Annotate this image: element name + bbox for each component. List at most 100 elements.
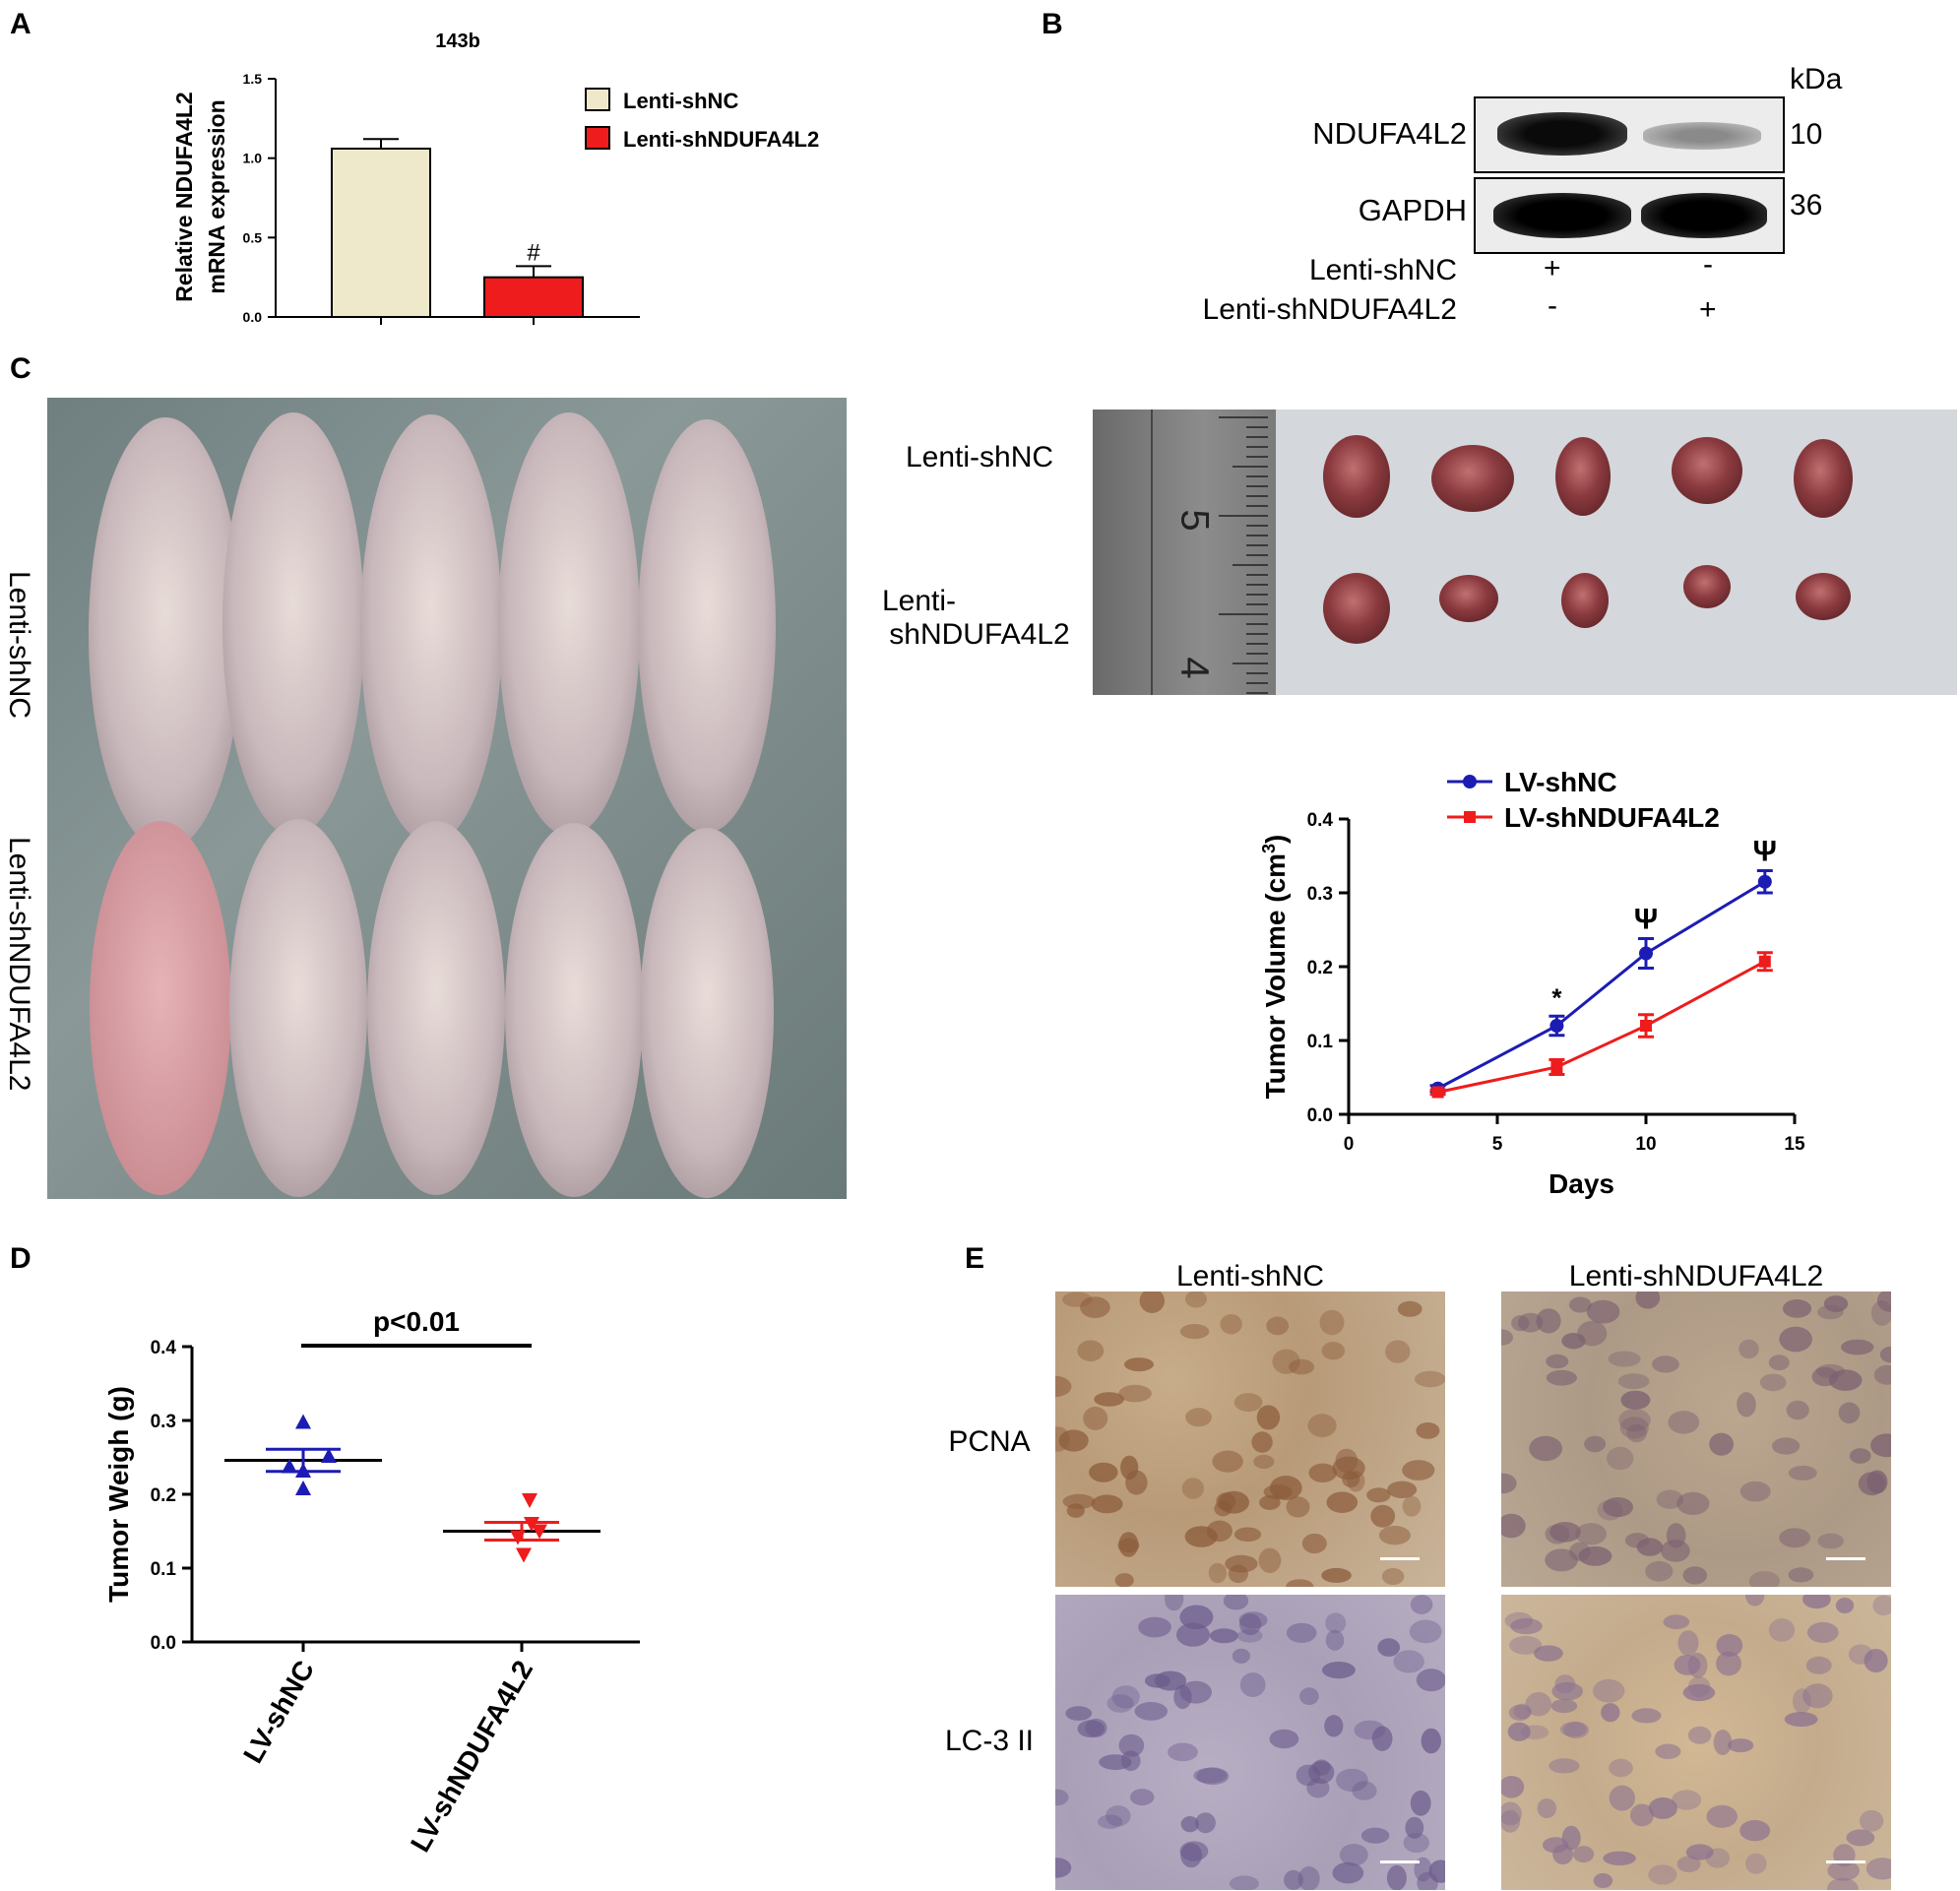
cell-nucleus: [1713, 1730, 1733, 1755]
blot-size-10: 10: [1790, 118, 1823, 151]
x-tick-label: 0: [1344, 1134, 1355, 1155]
blot-band: [1643, 122, 1761, 150]
cell-nucleus: [1534, 1645, 1563, 1662]
mouse-body: [90, 821, 231, 1195]
cell-nucleus: [1335, 1448, 1359, 1474]
tumor-photo: 5 4: [1093, 410, 1957, 695]
cell-nucleus: [1094, 1392, 1124, 1407]
cell-nucleus: [1727, 1738, 1754, 1753]
mice-label-shndufa4l2: Lenti-shNDUFA4L2: [3, 837, 35, 1092]
x-tick-label: 15: [1784, 1134, 1805, 1155]
ihc-cells: [1501, 1292, 1891, 1587]
cell-nucleus: [1603, 1851, 1636, 1865]
cell-nucleus: [1258, 1547, 1282, 1573]
cell-nucleus: [1745, 1853, 1767, 1874]
ruler-mark-5: 5: [1172, 509, 1217, 532]
cell-nucleus: [1410, 1595, 1433, 1614]
blot-row-label-shnc: Lenti-shNC: [1308, 254, 1457, 286]
ihc-col-label-shnc: Lenti-shNC: [1175, 1260, 1325, 1292]
cell-nucleus: [1370, 1504, 1396, 1528]
cell-nucleus: [1097, 1814, 1123, 1829]
cell-nucleus: [1269, 1476, 1302, 1500]
cell-nucleus: [1563, 1721, 1589, 1738]
data-point: [282, 1458, 297, 1474]
cell-nucleus: [1672, 1790, 1702, 1810]
cell-nucleus: [1220, 1314, 1242, 1335]
cell-nucleus: [1272, 1349, 1300, 1374]
cell-nucleus: [1179, 1841, 1209, 1861]
cell-nucleus: [1428, 1859, 1445, 1883]
chart-a-plot-area: 0.0 0.5 1.0 1.5 #: [243, 71, 640, 325]
cell-nucleus: [1575, 1523, 1607, 1545]
cell-nucleus: [1811, 1366, 1839, 1387]
cell-nucleus: [1849, 1448, 1871, 1464]
data-point: [1431, 1086, 1444, 1099]
cell-nucleus: [1603, 1497, 1633, 1517]
cell-nucleus: [1134, 1702, 1169, 1721]
cell-nucleus: [1737, 1392, 1756, 1418]
cell-nucleus: [1739, 1481, 1771, 1502]
cell-nucleus: [1635, 1292, 1661, 1309]
data-point: [1640, 1020, 1652, 1032]
y-tick-label: 0.2: [1307, 958, 1333, 978]
cell-nucleus: [1223, 1595, 1249, 1610]
cell-nucleus: [1716, 1634, 1743, 1657]
panel-a-bar-chart: 143b Relative NDUFA4L2 mRNA expression 0…: [171, 31, 819, 325]
cell-nucleus: [1619, 1417, 1649, 1439]
data-point: [321, 1448, 337, 1463]
cell-nucleus: [1504, 1611, 1534, 1629]
y-tick-label: 0.1: [151, 1559, 177, 1580]
cell-nucleus: [1106, 1805, 1131, 1827]
cell-nucleus: [1768, 1355, 1790, 1371]
chart-a-ylabel-line1: Relative NDUFA4L2: [171, 92, 197, 301]
cell-nucleus: [1617, 1373, 1650, 1390]
cell-nucleus: [1668, 1411, 1700, 1434]
cell-nucleus: [1501, 1776, 1525, 1798]
blot-protein-gapdh: GAPDH: [1358, 193, 1467, 227]
y-tick-label: 0.0: [1307, 1105, 1333, 1126]
cell-nucleus: [1827, 1877, 1859, 1890]
tumor-specimen: [1431, 445, 1514, 512]
cell-nucleus: [1645, 1560, 1674, 1582]
panel-label-b: B: [1042, 8, 1063, 40]
cell-nucleus: [1782, 1299, 1812, 1318]
cell-nucleus: [1209, 1628, 1238, 1644]
cell-nucleus: [1838, 1402, 1861, 1424]
cell-nucleus: [1405, 1816, 1424, 1839]
cell-nucleus: [1648, 1864, 1677, 1885]
cell-nucleus: [1308, 1463, 1337, 1482]
cell-nucleus: [1510, 1617, 1543, 1635]
cell-nucleus: [1559, 1722, 1587, 1737]
tumor-specimen: [1794, 439, 1853, 518]
panel-label-a: A: [10, 8, 32, 40]
cell-nucleus: [1865, 1858, 1891, 1880]
cell-nucleus: [1229, 1875, 1259, 1890]
blot-band: [1493, 193, 1631, 238]
data-point: [532, 1524, 547, 1540]
cell-nucleus: [1608, 1351, 1641, 1367]
cell-nucleus: [1253, 1454, 1275, 1469]
cell-nucleus: [1377, 1638, 1401, 1657]
cell-nucleus: [1618, 1409, 1651, 1432]
cell-nucleus: [1403, 1832, 1429, 1854]
cell-nucleus: [1636, 1538, 1664, 1556]
cell-nucleus: [1387, 1481, 1418, 1498]
cell-nucleus: [1866, 1470, 1888, 1494]
chart-d-plot-area: 0.0 0.1 0.2 0.3 0.4 Tumor Weigh (g) LV-shNC LV-…: [103, 1306, 640, 1858]
panel-label-d: D: [10, 1242, 32, 1275]
cell-nucleus: [1371, 1726, 1393, 1751]
cell-nucleus: [1339, 1844, 1368, 1866]
cell-nucleus: [1066, 1503, 1085, 1518]
cell-nucleus: [1655, 1743, 1681, 1759]
cell-nucleus: [1289, 1358, 1315, 1375]
ihc-col-label-shndufa4l2: Lenti-shNDUFA4L2: [1568, 1260, 1824, 1292]
cell-nucleus: [1269, 1729, 1299, 1749]
ihc-cells: [1055, 1595, 1445, 1890]
cell-nucleus: [1706, 1804, 1738, 1828]
cell-nucleus: [1677, 1630, 1699, 1656]
cell-nucleus: [1130, 1789, 1155, 1806]
cell-nucleus: [1652, 1355, 1679, 1373]
cell-nucleus: [1251, 1431, 1273, 1453]
series-line: [1436, 880, 1766, 1091]
tumor-label-line2: shNDUFA4L2: [889, 618, 1070, 651]
